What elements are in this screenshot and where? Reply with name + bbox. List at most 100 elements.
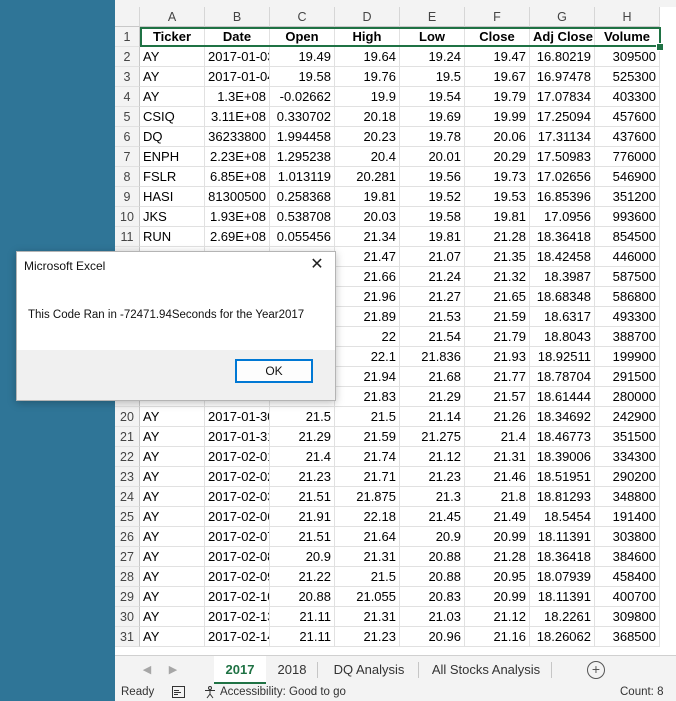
tab-2017[interactable]: 2017 [214, 656, 266, 685]
grid-cell[interactable]: 1.3E+08 [205, 87, 270, 107]
grid-cell[interactable]: 309500 [595, 47, 660, 67]
grid-cell[interactable]: 21.4 [270, 447, 335, 467]
grid-cell[interactable]: 493300 [595, 307, 660, 327]
grid-cell[interactable]: 546900 [595, 167, 660, 187]
grid-cell[interactable]: 21.35 [465, 247, 530, 267]
grid-cell[interactable]: 0.055456 [270, 227, 335, 247]
grid-cell[interactable]: 18.8043 [530, 327, 595, 347]
grid-cell[interactable]: 351500 [595, 427, 660, 447]
grid-cell[interactable]: 21.59 [335, 427, 400, 447]
row-number[interactable]: 29 [115, 587, 140, 607]
grid-cell[interactable]: 348800 [595, 487, 660, 507]
grid-cell[interactable]: 21.77 [465, 367, 530, 387]
grid-cell[interactable]: 19.81 [465, 207, 530, 227]
grid-cell[interactable]: 19.5 [400, 67, 465, 87]
grid-cell[interactable]: AY [140, 507, 205, 527]
fill-handle[interactable] [656, 43, 664, 51]
grid-cell[interactable]: AY [140, 567, 205, 587]
grid-cell[interactable]: 19.69 [400, 107, 465, 127]
grid-cell[interactable]: 21.055 [335, 587, 400, 607]
grid-cell[interactable]: 2.23E+08 [205, 147, 270, 167]
grid-cell[interactable]: 21.93 [465, 347, 530, 367]
grid-cell[interactable]: 18.07939 [530, 567, 595, 587]
grid-cell[interactable]: 586800 [595, 287, 660, 307]
grid-cell[interactable]: 20.18 [335, 107, 400, 127]
grid-cell[interactable]: 21.275 [400, 427, 465, 447]
grid-cell[interactable]: 19.67 [465, 67, 530, 87]
header-cell[interactable]: Low [400, 27, 465, 47]
ok-button[interactable]: OK [235, 359, 313, 383]
grid-cell[interactable]: 21.31 [335, 607, 400, 627]
close-icon[interactable]: ✕ [307, 255, 327, 275]
grid-cell[interactable]: 81300500 [205, 187, 270, 207]
row-number[interactable]: 22 [115, 447, 140, 467]
grid-cell[interactable]: 0.330702 [270, 107, 335, 127]
grid-cell[interactable]: 0.538708 [270, 207, 335, 227]
row-number[interactable]: 7 [115, 147, 140, 167]
grid-cell[interactable]: 21.24 [400, 267, 465, 287]
grid-cell[interactable]: 2017-02-13 [205, 607, 270, 627]
row-number[interactable]: 27 [115, 547, 140, 567]
grid-cell[interactable]: ENPH [140, 147, 205, 167]
grid-cell[interactable]: AY [140, 407, 205, 427]
grid-cell[interactable]: 280000 [595, 387, 660, 407]
grid-cell[interactable]: 19.54 [400, 87, 465, 107]
grid-cell[interactable]: 18.36418 [530, 227, 595, 247]
grid-cell[interactable]: 854500 [595, 227, 660, 247]
grid-cell[interactable]: 20.95 [465, 567, 530, 587]
grid-cell[interactable]: FSLR [140, 167, 205, 187]
grid-cell[interactable]: 18.92511 [530, 347, 595, 367]
grid-cell[interactable]: 19.64 [335, 47, 400, 67]
grid-cell[interactable]: 21.22 [270, 567, 335, 587]
grid-cell[interactable]: 21.53 [400, 307, 465, 327]
grid-cell[interactable]: 21.16 [465, 627, 530, 647]
grid-cell[interactable]: 2017-01-31 [205, 427, 270, 447]
grid-cell[interactable]: AY [140, 487, 205, 507]
grid-cell[interactable]: 2017-02-09 [205, 567, 270, 587]
grid-cell[interactable]: 17.0956 [530, 207, 595, 227]
grid-cell[interactable]: 21.31 [335, 547, 400, 567]
grid-cell[interactable]: 0.258368 [270, 187, 335, 207]
grid-cell[interactable]: AY [140, 607, 205, 627]
grid-cell[interactable]: 21.89 [335, 307, 400, 327]
grid-cell[interactable]: 18.2261 [530, 607, 595, 627]
macro-recording-icon[interactable] [172, 686, 185, 701]
grid-cell[interactable]: 19.53 [465, 187, 530, 207]
grid-cell[interactable]: 21.46 [465, 467, 530, 487]
grid-cell[interactable]: 18.34692 [530, 407, 595, 427]
header-cell[interactable]: Open [270, 27, 335, 47]
grid-cell[interactable]: 21.96 [335, 287, 400, 307]
grid-cell[interactable]: 457600 [595, 107, 660, 127]
grid-cell[interactable]: 18.26062 [530, 627, 595, 647]
grid-cell[interactable]: -0.02662 [270, 87, 335, 107]
grid-cell[interactable]: 446000 [595, 247, 660, 267]
grid-cell[interactable]: 21.8 [465, 487, 530, 507]
grid-cell[interactable]: DQ [140, 127, 205, 147]
grid-cell[interactable]: 21.3 [400, 487, 465, 507]
grid-cell[interactable]: 21.45 [400, 507, 465, 527]
grid-cell[interactable]: 587500 [595, 267, 660, 287]
row-number[interactable]: 28 [115, 567, 140, 587]
grid-cell[interactable]: 21.12 [400, 447, 465, 467]
accessibility-icon[interactable] [204, 686, 218, 701]
grid-cell[interactable]: 309800 [595, 607, 660, 627]
grid-cell[interactable]: 18.46773 [530, 427, 595, 447]
grid-cell[interactable]: AY [140, 427, 205, 447]
grid-cell[interactable]: 17.50983 [530, 147, 595, 167]
grid-cell[interactable]: 21.65 [465, 287, 530, 307]
header-cell[interactable]: Ticker [140, 27, 205, 47]
grid-cell[interactable]: 18.11391 [530, 587, 595, 607]
row-number[interactable]: 9 [115, 187, 140, 207]
grid-cell[interactable]: 19.99 [465, 107, 530, 127]
grid-cell[interactable]: 303800 [595, 527, 660, 547]
grid-cell[interactable]: 16.97478 [530, 67, 595, 87]
grid-cell[interactable]: 20.96 [400, 627, 465, 647]
grid-cell[interactable]: 21.03 [400, 607, 465, 627]
grid-cell[interactable]: 20.03 [335, 207, 400, 227]
grid-cell[interactable]: 21.47 [335, 247, 400, 267]
grid-cell[interactable]: 19.58 [400, 207, 465, 227]
grid-cell[interactable]: 21.51 [270, 487, 335, 507]
prev-sheet-icon[interactable]: ◀ [139, 662, 155, 678]
grid-cell[interactable]: 18.6317 [530, 307, 595, 327]
grid-cell[interactable]: 21.68 [400, 367, 465, 387]
